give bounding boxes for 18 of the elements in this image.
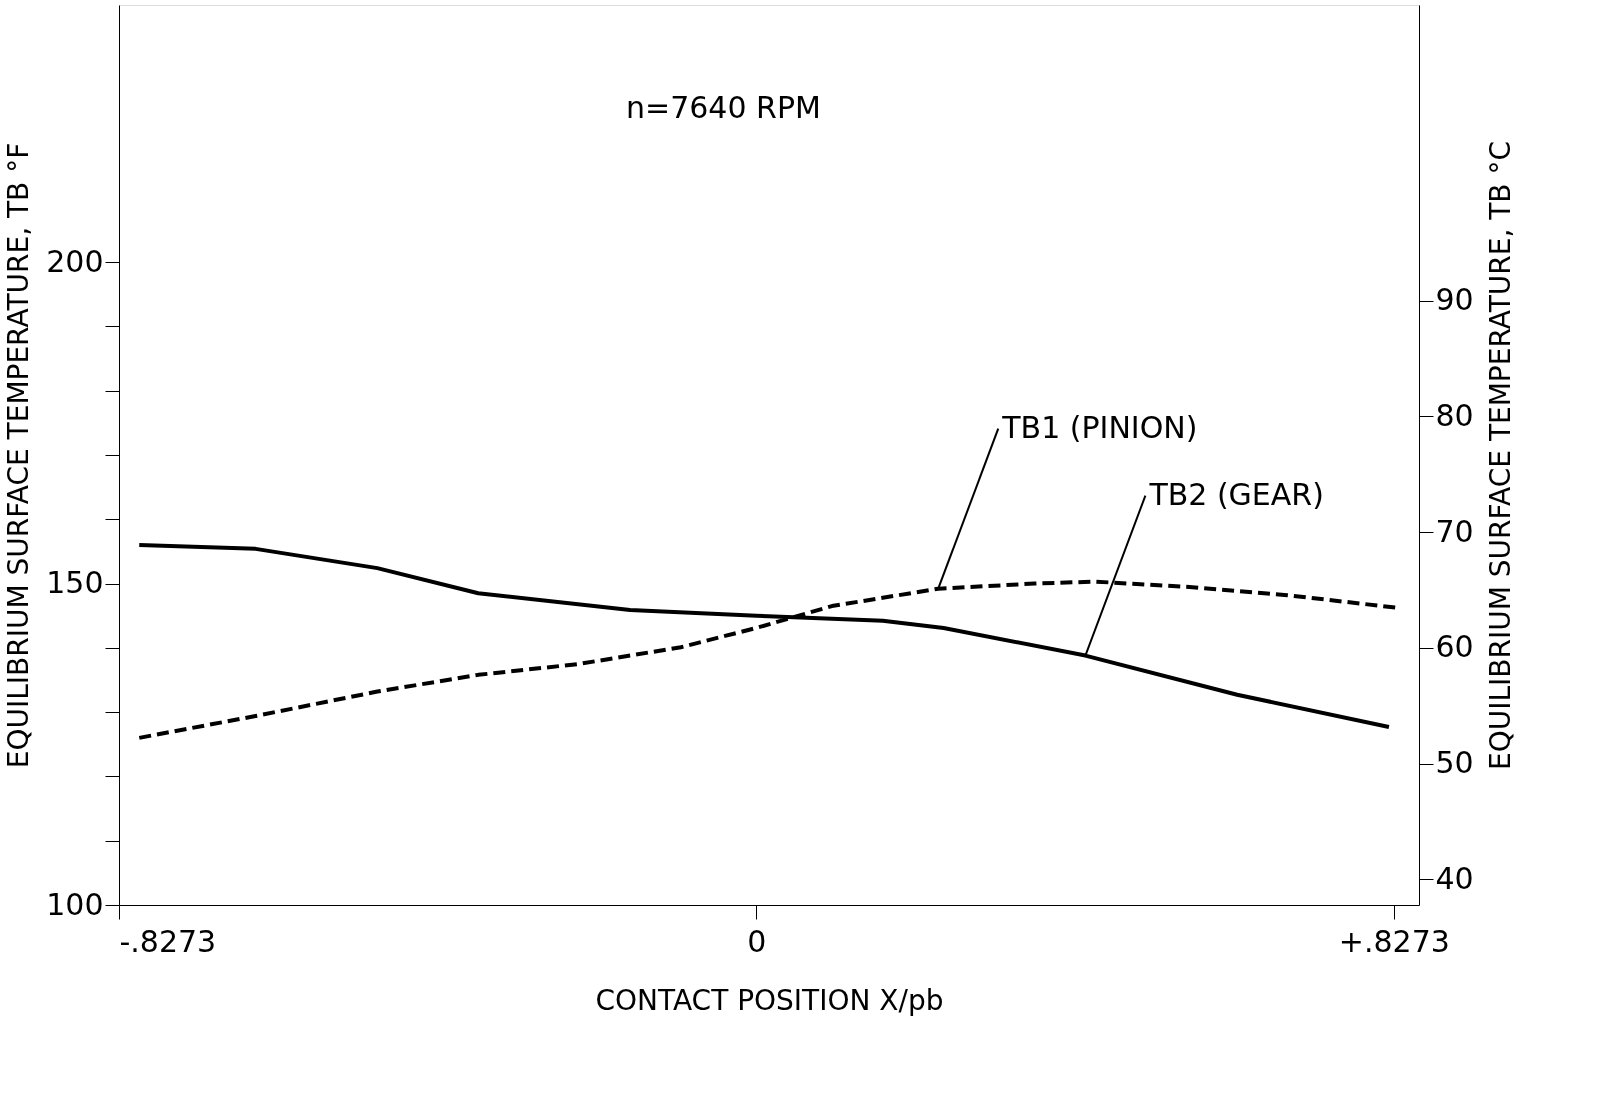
y-axis-title: EQUILIBRIUM SURFACE TEMPERATURE, TB °F xyxy=(2,142,36,769)
y2-axis-title: EQUILIBRIUM SURFACE TEMPERATURE, TB °C xyxy=(1483,140,1517,771)
y-tick-label: 200 xyxy=(46,243,104,279)
annotation: TB1 (PINION) xyxy=(1001,409,1198,445)
x-tick-label: 0 xyxy=(747,923,767,959)
x-axis-title: CONTACT POSITION X/pb xyxy=(595,983,944,1017)
x-tick-label: +.8273 xyxy=(1338,923,1450,959)
x-tick-label: -.8273 xyxy=(119,923,217,959)
annotation: TB2 (GEAR) xyxy=(1148,476,1324,512)
y2-tick-label: 80 xyxy=(1435,397,1474,433)
y2-tick-label: 40 xyxy=(1435,860,1474,896)
y-tick-label: 150 xyxy=(46,565,104,601)
y-tick-label: 100 xyxy=(46,886,104,922)
y2-tick-label: 60 xyxy=(1435,629,1474,665)
y2-tick-label: 50 xyxy=(1435,745,1474,781)
y2-tick-label: 90 xyxy=(1435,282,1474,318)
annotation: n=7640 RPM xyxy=(626,89,821,125)
y2-tick-label: 70 xyxy=(1435,513,1474,549)
